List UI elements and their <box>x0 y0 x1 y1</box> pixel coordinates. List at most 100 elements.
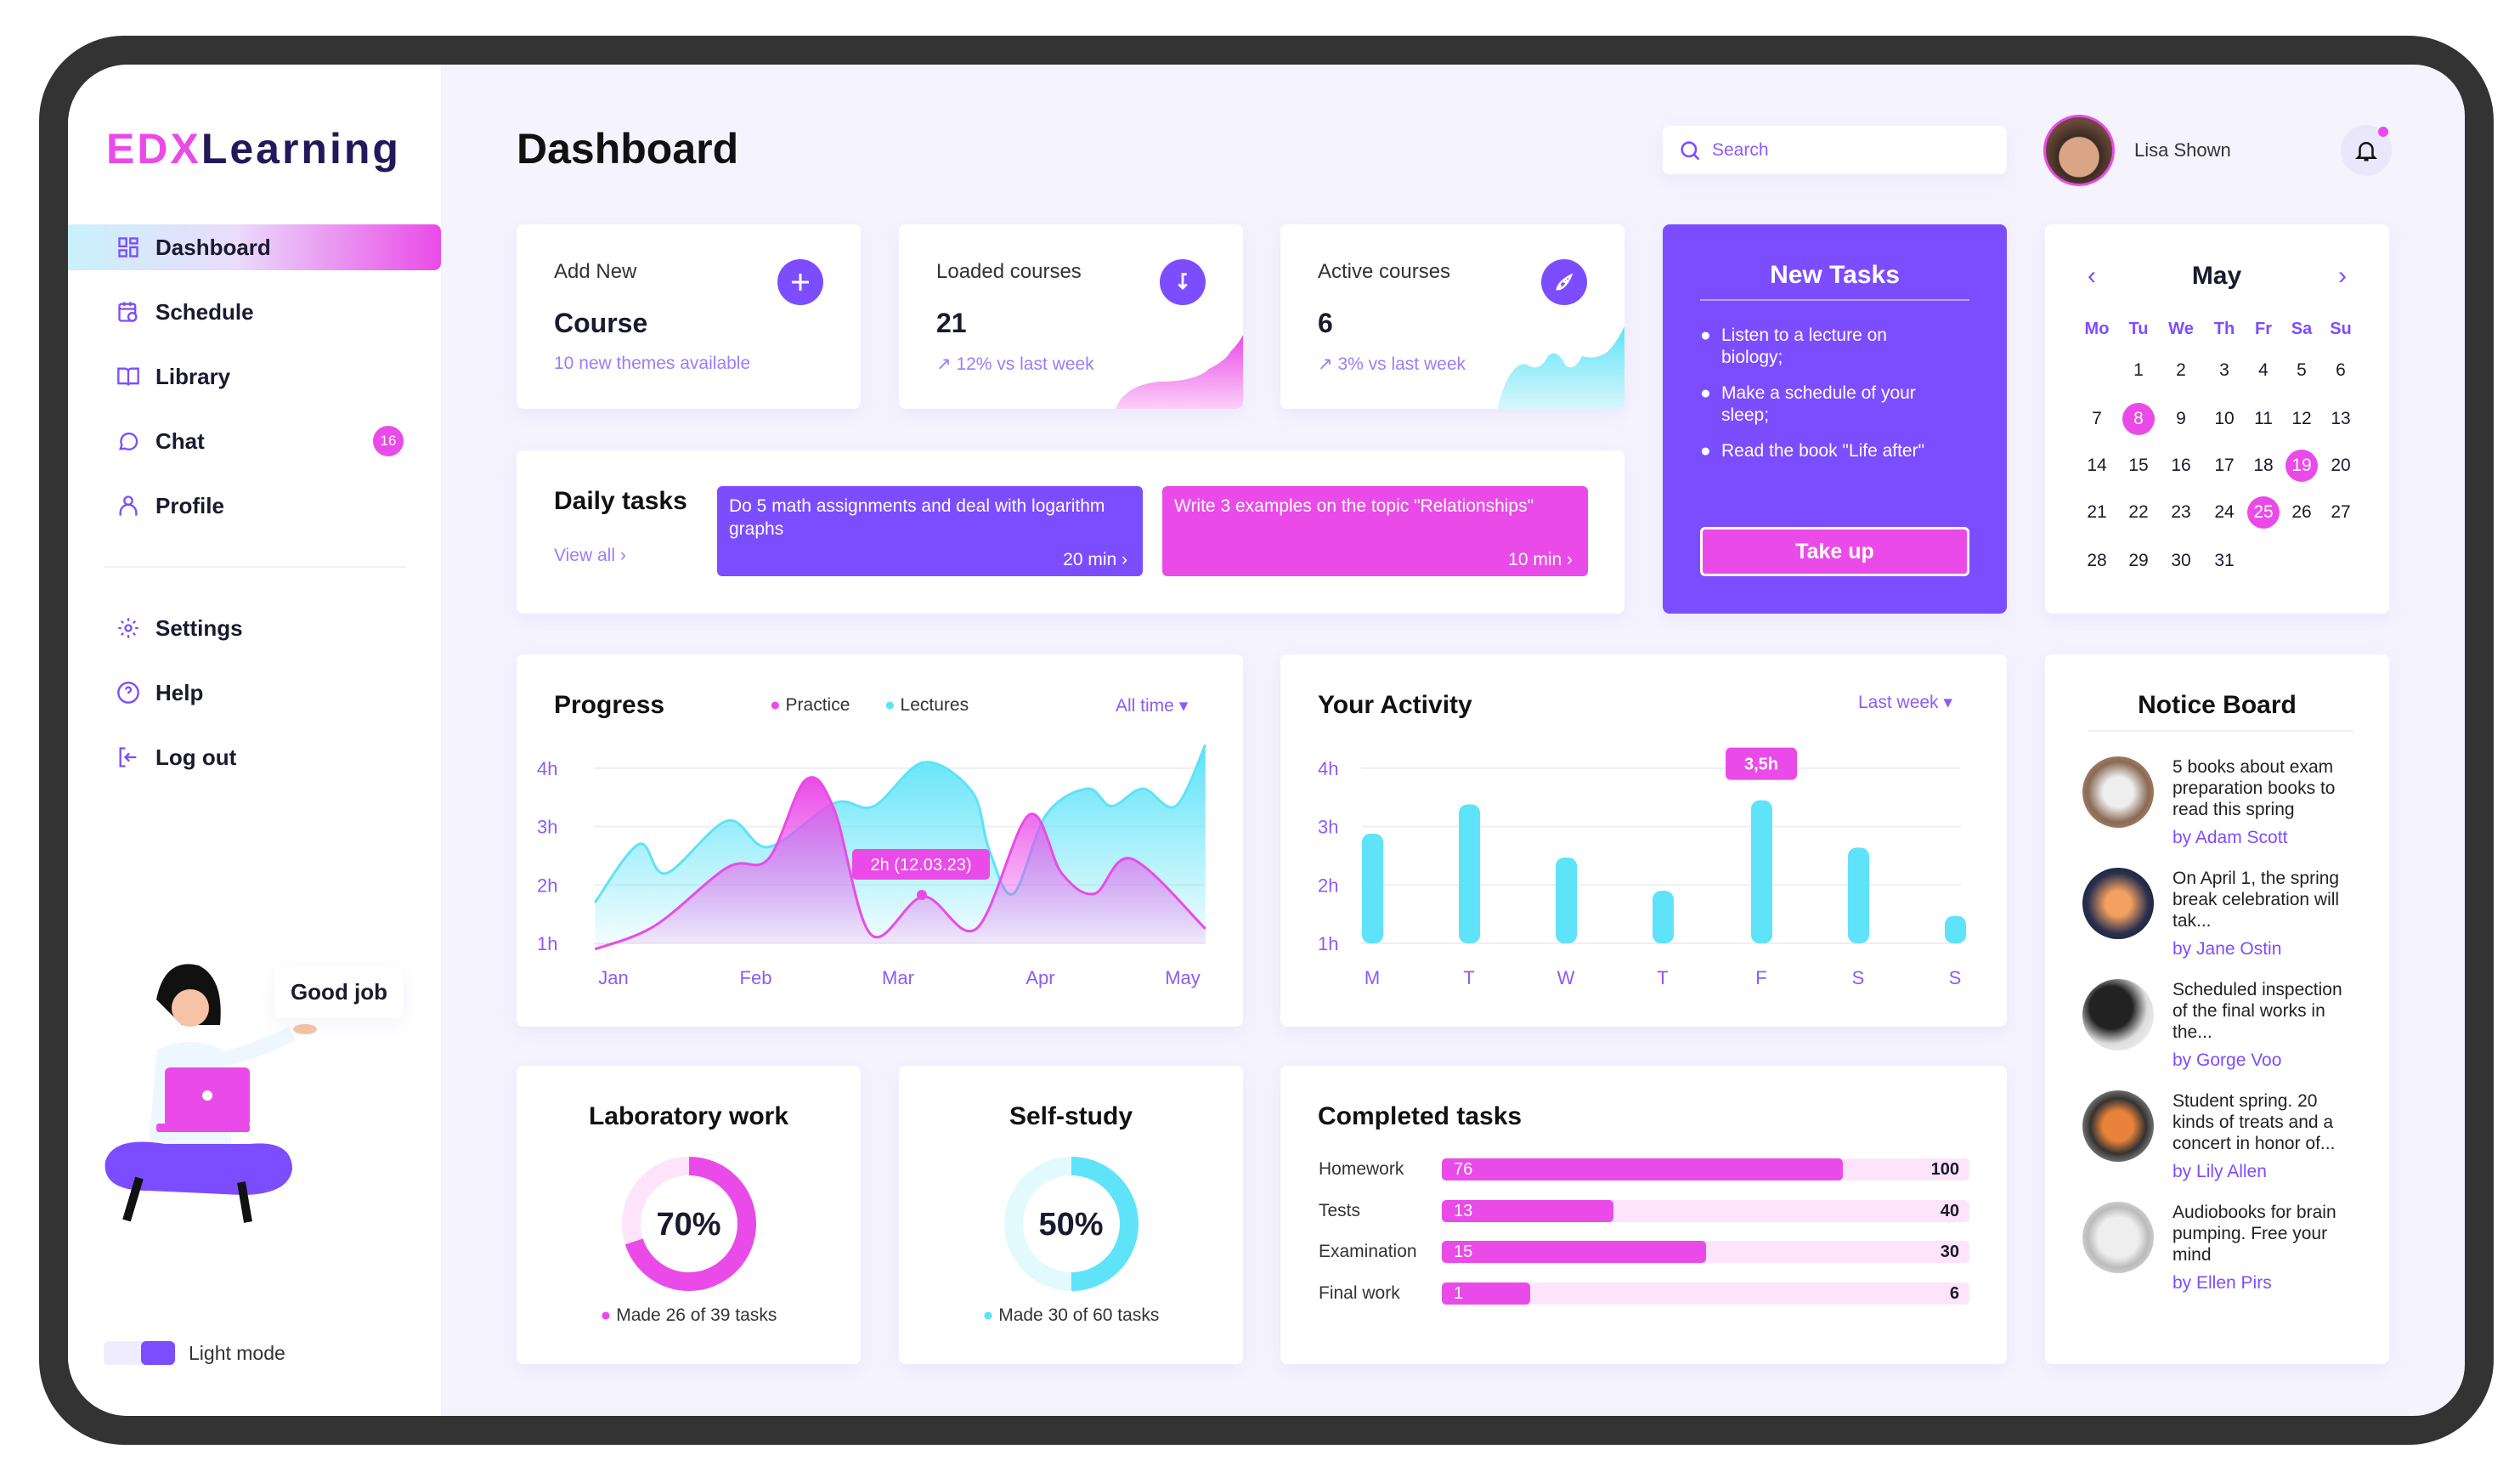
y-tick-label: 3h <box>537 817 557 838</box>
calendar-day[interactable]: 9 <box>2176 409 2186 428</box>
progress-track: 76 100 <box>1442 1158 1969 1180</box>
theme-toggle[interactable] <box>104 1341 175 1365</box>
user-avatar[interactable] <box>2043 115 2115 186</box>
x-tick-label: W <box>1557 967 1575 988</box>
self-study-title: Self-study <box>1009 1102 1133 1130</box>
new-tasks-card: New Tasks ● Listen to a lecture on biolog… <box>1663 224 2007 614</box>
help-circle-icon <box>117 682 139 704</box>
activity-title: Your Activity <box>1318 691 1472 719</box>
sidebar-item-profile[interactable]: Profile <box>68 483 441 529</box>
task-card[interactable]: Do 5 math assignments and deal with loga… <box>717 486 1143 576</box>
self-study-progress-arc <box>1004 1157 1139 1291</box>
period-dropdown[interactable]: All time ▾ <box>1116 696 1189 716</box>
lab-progress-arc <box>622 1157 756 1291</box>
notice-author[interactable]: by Adam Scott <box>2173 828 2288 847</box>
notice-author[interactable]: by Jane Ostin <box>2173 939 2282 959</box>
sidebar-item-schedule[interactable]: Schedule <box>68 289 441 335</box>
calendar-day[interactable]: 1 <box>2133 360 2144 380</box>
calendar-day[interactable]: 11 <box>2254 409 2273 428</box>
calendar-day[interactable]: 14 <box>2087 456 2107 475</box>
y-tick-label: 2h <box>537 875 557 896</box>
chevron-down-icon: ▾ <box>1178 696 1189 716</box>
notice-thumbnail <box>2082 868 2154 939</box>
calendar-day-highlighted[interactable]: 19 <box>2286 450 2318 482</box>
loaded-courses-card: Loaded courses 21 ↗ 12% vs last week <box>899 224 1243 409</box>
notice-author[interactable]: by Ellen Pirs <box>2173 1273 2272 1293</box>
activity-bar <box>1751 800 1772 943</box>
series-line-lectures <box>594 744 1207 903</box>
calendar-day[interactable]: 22 <box>2128 502 2149 522</box>
calendar-day[interactable]: 20 <box>2331 456 2351 475</box>
calendar-day[interactable]: 10 <box>2214 409 2235 428</box>
calendar-day[interactable]: 13 <box>2331 409 2351 428</box>
calendar-day[interactable]: 16 <box>2171 456 2191 475</box>
notice-text[interactable]: On April 1, the spring break celebration… <box>2173 869 2340 931</box>
chevron-right-icon: › <box>619 546 626 565</box>
calendar-day[interactable]: 26 <box>2291 502 2312 522</box>
search-icon <box>1681 140 1700 160</box>
calendar-day[interactable]: 27 <box>2331 502 2351 522</box>
calendar-day[interactable]: 2 <box>2176 360 2186 380</box>
sidebar-item-library[interactable]: Library <box>68 354 441 399</box>
task-card[interactable]: Write 3 examples on the topic "Relations… <box>1162 486 1588 576</box>
self-study-percent: 50% <box>1038 1207 1104 1243</box>
take-up-button[interactable]: Take up <box>1700 527 1969 576</box>
activity-chart: 4h 3h 2h 1h M T W T F S S 3,5h <box>1318 747 1966 988</box>
calendar-day[interactable]: 7 <box>2092 409 2102 428</box>
sidebar-item-help[interactable]: Help <box>68 670 441 716</box>
lab-donut <box>622 1157 756 1291</box>
notice-author[interactable]: by Lily Allen <box>2173 1162 2267 1181</box>
notice-thumbnail <box>2082 1090 2154 1162</box>
completed-tasks-card: Completed tasks Homework 76 100 Tests 13 40 Ex… <box>1280 1066 2007 1364</box>
new-task-item: ● Listen to a lecture on biology; <box>1700 326 1887 367</box>
sidebar-item-logout[interactable]: Log out <box>68 734 441 780</box>
calendar-day[interactable]: 5 <box>2297 360 2307 380</box>
sidebar-item-dashboard[interactable]: Dashboard <box>68 224 441 270</box>
logout-icon <box>119 747 137 767</box>
y-tick-label: 3h <box>1318 817 1338 838</box>
calendar-day[interactable]: 23 <box>2171 502 2191 522</box>
calendar-day[interactable]: 3 <box>2219 360 2229 380</box>
loaded-icon-badge <box>1160 259 1206 305</box>
notifications-button[interactable] <box>2341 125 2392 176</box>
activity-period-dropdown[interactable]: Last week ▾ <box>1858 693 1952 712</box>
search-input[interactable]: Search <box>1663 126 2007 174</box>
calendar-day[interactable]: 6 <box>2336 360 2346 380</box>
new-task-item: ● Make a schedule of your sleep; <box>1700 383 1916 425</box>
notice-author[interactable]: by Gorge Voo <box>2173 1050 2282 1070</box>
sidebar-item-chat[interactable]: Chat 16 <box>68 418 441 464</box>
notice-text[interactable]: 5 books about exam preparation books to … <box>2173 757 2336 819</box>
progress-chart: 4h 3h 2h 1h Jan Feb Mar Apr May 2h (12.03.23) <box>537 744 1207 988</box>
new-tasks-list: ● Listen to a lecture on biology; ● Make a… <box>1700 325 1972 462</box>
calendar-day[interactable]: 30 <box>2171 551 2191 570</box>
sidebar-item-settings[interactable]: Settings <box>68 605 441 651</box>
stat-subtext: ↗ 3% vs last week <box>1318 354 1466 374</box>
calendar-day[interactable]: 12 <box>2291 409 2312 428</box>
self-study-card: Self-study 50% ● Made 30 of 60 tasks <box>899 1066 1243 1364</box>
add-course-card[interactable]: Add New Course 10 new themes available <box>517 224 861 409</box>
user-name[interactable]: Lisa Shown <box>2134 139 2231 161</box>
book-icon <box>117 367 139 386</box>
calendar-day[interactable]: 24 <box>2214 502 2235 522</box>
next-month-button[interactable]: › <box>2338 262 2347 290</box>
calendar-day[interactable]: 29 <box>2128 551 2149 570</box>
calendar-day[interactable]: 31 <box>2214 551 2235 570</box>
notice-text[interactable]: Scheduled inspection of the final works … <box>2173 980 2342 1042</box>
progress-max: 6 <box>1949 1284 1959 1303</box>
task-row-label: Examination <box>1319 1242 1417 1261</box>
prev-month-button[interactable]: ‹ <box>2088 262 2096 290</box>
calendar-day[interactable]: 4 <box>2258 360 2269 380</box>
calendar-day-highlighted[interactable]: 25 <box>2247 496 2280 529</box>
notice-thumbnail <box>2082 756 2154 828</box>
calendar-day[interactable]: 18 <box>2253 456 2274 475</box>
view-all-link[interactable]: View all › <box>554 546 626 565</box>
calendar-day[interactable]: 28 <box>2087 551 2107 570</box>
add-button[interactable] <box>777 259 823 305</box>
calendar-day[interactable]: 17 <box>2214 456 2235 475</box>
calendar-day[interactable]: 21 <box>2087 502 2107 522</box>
notice-text[interactable]: Student spring. 20 kinds of treats and a… <box>2173 1091 2336 1153</box>
calendar-day[interactable]: 15 <box>2128 456 2149 475</box>
notice-text[interactable]: Audiobooks for brain pumping. Free your … <box>2173 1203 2336 1265</box>
calendar-day-highlighted[interactable]: 8 <box>2122 403 2155 435</box>
